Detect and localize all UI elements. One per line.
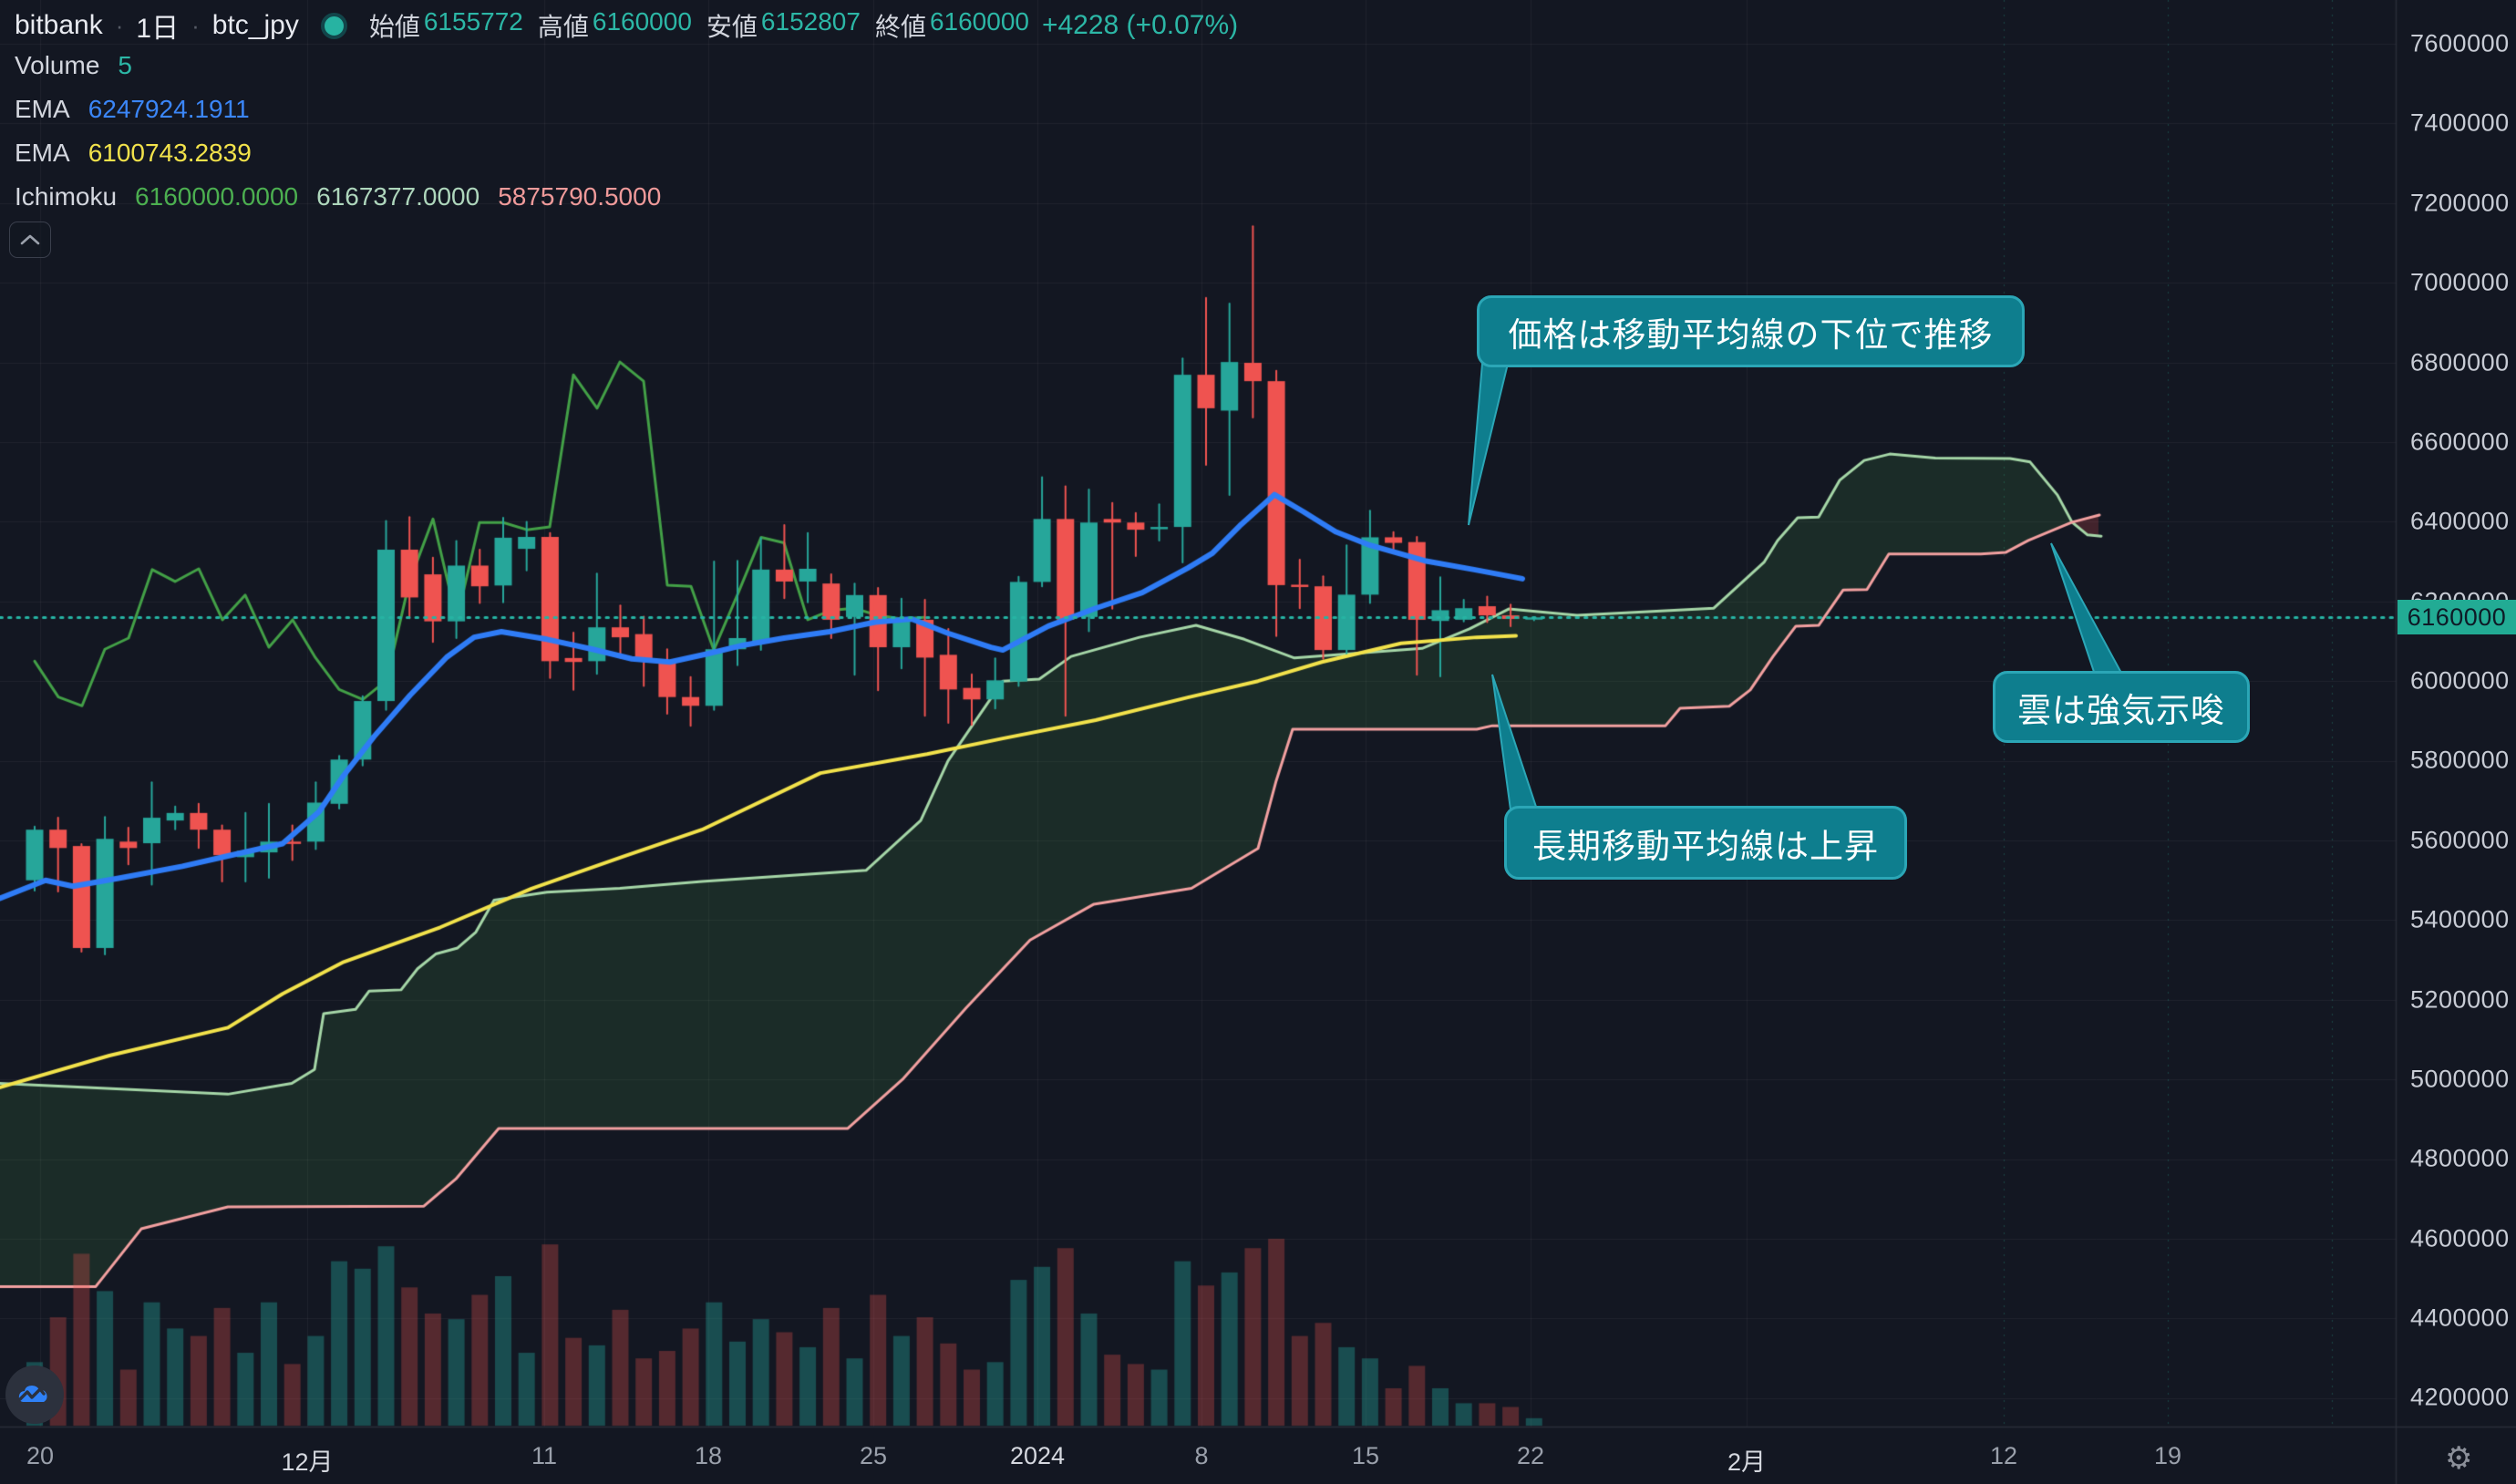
symbol-name[interactable]: btc_jpy — [211, 10, 299, 40]
ohlc-label: 安値 — [706, 13, 758, 41]
price-axis-label: 6000000 — [2410, 666, 2510, 695]
time-axis-label: 22 — [1516, 1442, 1545, 1469]
ohlc-label: 高値 — [537, 13, 589, 41]
ema-fast-value: 6247924.1911 — [88, 95, 250, 123]
ichimoku-value-2: 6167377.0000 — [316, 182, 480, 211]
volume-legend-row[interactable]: Volume 5 — [15, 51, 132, 80]
separator-dot: · — [115, 11, 124, 39]
time-axis-label: 18 — [694, 1442, 723, 1469]
ichimoku-value-3: 5875790.5000 — [498, 182, 662, 211]
time-axis-label: 25 — [859, 1442, 888, 1469]
ema-fast-label: EMA — [15, 95, 70, 123]
price-axis-label: 4600000 — [2410, 1224, 2510, 1252]
time-axis-label: 2024 — [1009, 1442, 1066, 1469]
price-axis-label: 7200000 — [2410, 189, 2510, 217]
price-axis-label: 4800000 — [2410, 1144, 2510, 1172]
price-axis-label: 6800000 — [2410, 348, 2510, 376]
time-axis-label: 15 — [1351, 1442, 1380, 1469]
price-axis-label: 5800000 — [2410, 746, 2510, 774]
ohlc-group: 始値 6155772 — [369, 7, 523, 44]
time-axis-label: 11 — [531, 1442, 558, 1469]
price-axis-label: 4400000 — [2410, 1304, 2510, 1332]
price-axis-label: 6400000 — [2410, 507, 2510, 535]
price-axis-label: 5200000 — [2410, 985, 2510, 1014]
price-axis-label: 4200000 — [2410, 1383, 2510, 1411]
time-axis-label: 2月 — [1727, 1448, 1767, 1476]
price-axis-label: 7000000 — [2410, 268, 2510, 296]
change-value: +4228 (+0.07%) — [1041, 10, 1239, 40]
settings-gear-icon[interactable]: ⚙ — [2445, 1441, 2473, 1476]
annotation-callout[interactable]: 価格は移動平均線の下位で推移 — [1477, 295, 2025, 367]
annotation-callout[interactable]: 雲は強気示唆 — [1993, 671, 2250, 743]
ohlc-label: 終値 — [874, 13, 926, 41]
price-axis-label: 5000000 — [2410, 1065, 2510, 1093]
ohlc-group: 高値 6160000 — [538, 7, 692, 44]
ohlc-value: 6160000 — [929, 7, 1029, 36]
ohlc-value: 6160000 — [592, 7, 692, 36]
market-status-icon — [320, 12, 347, 39]
volume-label: Volume — [15, 51, 100, 79]
time-axis-label: 19 — [2153, 1442, 2182, 1469]
ema-slow-value: 6100743.2839 — [88, 139, 252, 167]
collapse-indicators-button[interactable] — [9, 222, 51, 258]
ohlc-group: 安値 6152807 — [706, 7, 861, 44]
ohlc-value: 6155772 — [423, 7, 523, 36]
price-axis-label: 7600000 — [2410, 29, 2510, 57]
ohlc-label: 始値 — [368, 13, 420, 41]
ohlc-values: 始値 6155772 高値 6160000 安値 6152807 終値 6160000 — [369, 7, 1029, 44]
interval-label[interactable]: 1日 — [136, 14, 180, 44]
price-axis-label: 5600000 — [2410, 826, 2510, 854]
ichimoku-value-1: 6160000.0000 — [135, 182, 299, 211]
price-axis-label: 5400000 — [2410, 905, 2510, 933]
separator-dot: · — [191, 11, 200, 39]
cloud-chart-logo-icon — [18, 1386, 47, 1402]
time-axis-label: 8 — [1194, 1442, 1209, 1469]
exchange-name[interactable]: bitbank — [15, 10, 103, 40]
exchange-logo-button[interactable] — [5, 1365, 64, 1424]
ohlc-value: 6152807 — [760, 7, 861, 36]
ema-slow-legend-row[interactable]: EMA 6100743.2839 — [15, 139, 252, 168]
ema-slow-label: EMA — [15, 139, 70, 167]
time-axis-label: 12月 — [281, 1448, 334, 1476]
chevron-up-icon — [20, 234, 40, 245]
annotation-callout[interactable]: 長期移動平均線は上昇 — [1504, 806, 1907, 880]
price-axis-label: 6600000 — [2410, 428, 2510, 456]
ema-fast-legend-row[interactable]: EMA 6247924.1911 — [15, 95, 250, 124]
volume-value: 5 — [118, 51, 132, 79]
ichimoku-label: Ichimoku — [15, 182, 118, 211]
symbol-header[interactable]: bitbank · 1日 · btc_jpy 始値 6155772 高値 616000… — [15, 5, 1238, 46]
ichimoku-legend-row[interactable]: Ichimoku 6160000.0000 6167377.0000 58757… — [15, 182, 661, 211]
last-price-tag: 6160000 — [2397, 600, 2516, 634]
time-axis-label: 12 — [1989, 1442, 2018, 1469]
time-axis-label: 20 — [26, 1442, 55, 1469]
ohlc-group: 終値 6160000 — [875, 7, 1029, 44]
price-axis-label: 7400000 — [2410, 108, 2510, 137]
